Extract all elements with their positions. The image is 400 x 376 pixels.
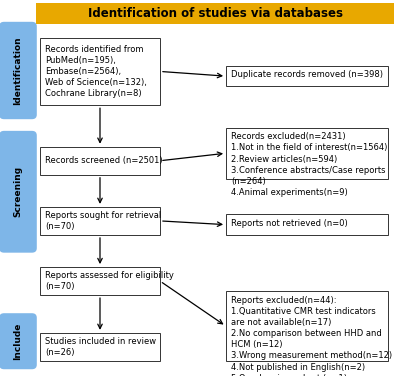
Text: Screening: Screening <box>14 166 22 217</box>
Text: Identification of studies via databases: Identification of studies via databases <box>88 7 342 20</box>
FancyBboxPatch shape <box>226 66 388 86</box>
Text: Reports not retrieved (n=0): Reports not retrieved (n=0) <box>231 219 348 228</box>
FancyBboxPatch shape <box>0 131 37 253</box>
FancyBboxPatch shape <box>0 313 37 369</box>
FancyBboxPatch shape <box>226 291 388 361</box>
FancyBboxPatch shape <box>226 214 388 235</box>
FancyBboxPatch shape <box>40 38 160 105</box>
Text: Reports sought for retrieval
(n=70): Reports sought for retrieval (n=70) <box>45 211 161 231</box>
FancyBboxPatch shape <box>226 128 388 179</box>
Text: Records identified from
PubMed(n=195),
Embase(n=2564),
Web of Science(n=132),
Co: Records identified from PubMed(n=195), E… <box>45 45 147 98</box>
FancyBboxPatch shape <box>40 267 160 295</box>
FancyBboxPatch shape <box>40 147 160 175</box>
Text: Duplicate records removed (n=398): Duplicate records removed (n=398) <box>231 70 383 79</box>
Text: Identification: Identification <box>14 36 22 105</box>
Text: Studies included in review
(n=26): Studies included in review (n=26) <box>45 337 156 357</box>
Text: Records screened (n=2501): Records screened (n=2501) <box>45 156 162 165</box>
Text: Reports assessed for eligibility
(n=70): Reports assessed for eligibility (n=70) <box>45 271 174 291</box>
Text: Include: Include <box>14 323 22 360</box>
FancyBboxPatch shape <box>36 3 394 24</box>
Text: Reports excluded(n=44):
1.Quantitative CMR test indicators
are not available(n=1: Reports excluded(n=44): 1.Quantitative C… <box>231 296 392 376</box>
FancyBboxPatch shape <box>40 207 160 235</box>
FancyBboxPatch shape <box>0 22 37 119</box>
FancyBboxPatch shape <box>40 333 160 361</box>
Text: Records excluded(n=2431)
1.Not in the field of interest(n=1564)
2.Review article: Records excluded(n=2431) 1.Not in the fi… <box>231 132 387 197</box>
